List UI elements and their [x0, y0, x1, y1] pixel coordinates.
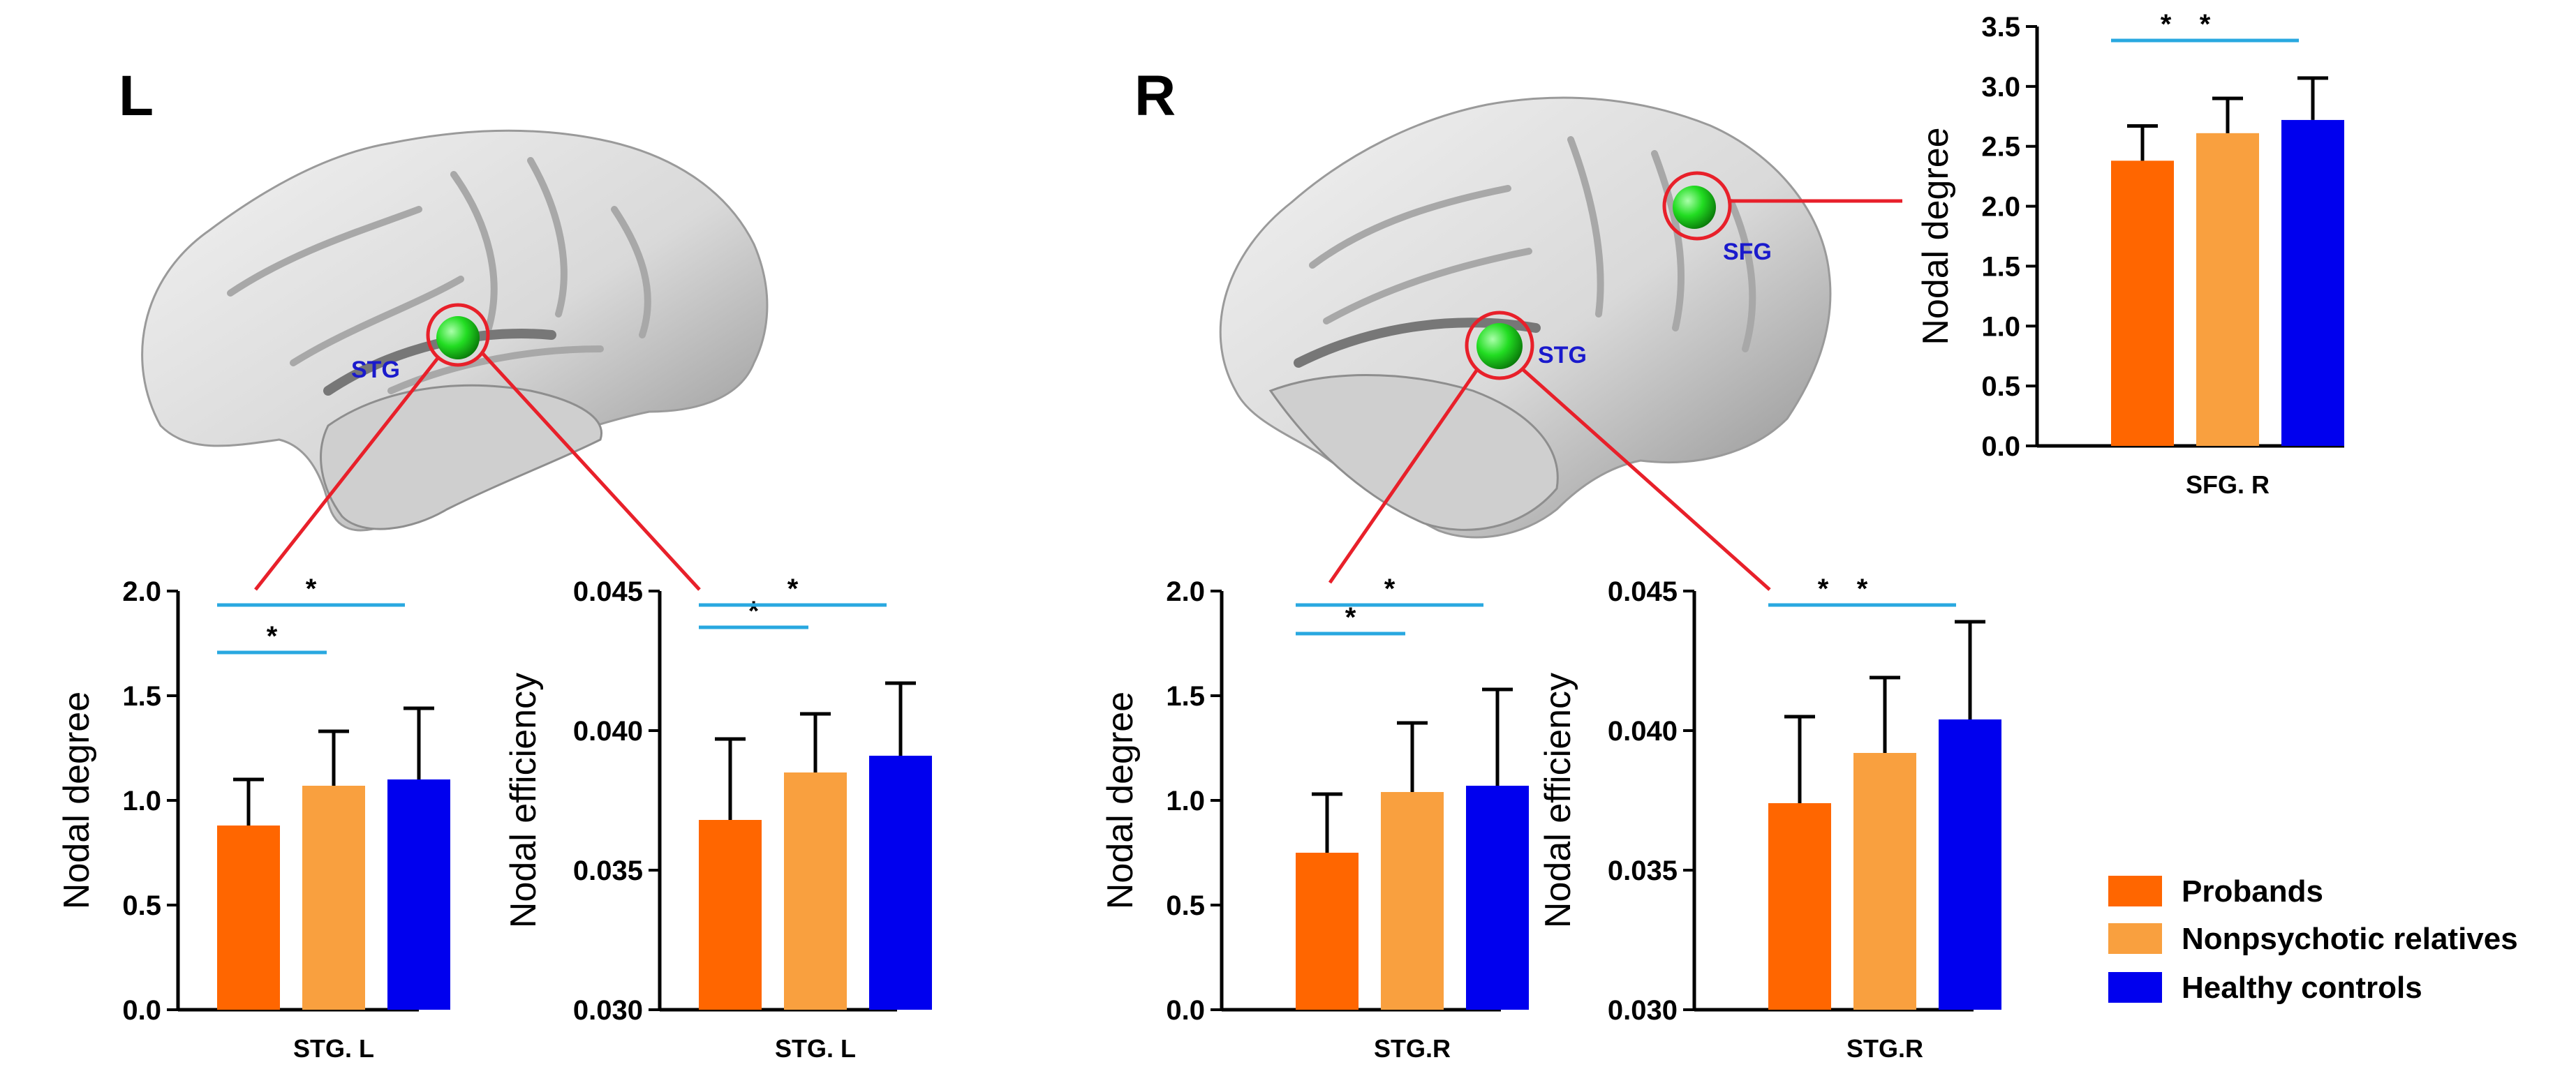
- y-tick-label: 1.0: [122, 786, 161, 816]
- bar-healthy-controls: [387, 779, 450, 1010]
- connector-lines: [254, 199, 1902, 591]
- bar-probands: [217, 826, 280, 1010]
- left-brain-temporal-lobe: [320, 384, 602, 530]
- bar-probands: [1296, 853, 1359, 1010]
- significance-marker: *: [1857, 574, 1868, 604]
- right-brain-sulci: [1309, 136, 1756, 352]
- significance-marker: *: [1818, 574, 1829, 604]
- y-axis-label: Nodal degree: [1916, 127, 1956, 345]
- x-axis-label: STG.R: [1374, 1034, 1451, 1063]
- y-tick-label: 0.040: [573, 716, 643, 747]
- y-tick-label: 3.0: [1981, 72, 2020, 103]
- bar-nonpsychotic-relatives: [1853, 753, 1916, 1010]
- y-tick-label: 0.5: [122, 890, 161, 921]
- right-sfg-sphere: [1673, 186, 1716, 229]
- x-axis-label: STG. L: [775, 1034, 856, 1063]
- y-axis-label: Nodal efficiency: [503, 673, 544, 928]
- bar-nonpsychotic-relatives: [302, 786, 365, 1010]
- right-brain: [1219, 96, 1832, 539]
- left-stg-highlight-ring: [426, 303, 490, 367]
- y-tick-label: 2.0: [122, 576, 161, 607]
- y-tick-label: 1.5: [122, 681, 161, 712]
- x-axis-label: SFG. R: [2186, 470, 2270, 499]
- y-tick-label: 0.030: [573, 995, 643, 1026]
- significance-marker: *: [1384, 574, 1396, 604]
- significance-marker: *: [2161, 9, 2172, 40]
- connector-left-stg-efficiency: [480, 351, 701, 591]
- significance-marker: *: [306, 574, 317, 604]
- y-tick-label: 0.030: [1608, 995, 1678, 1026]
- legend-swatch-relatives: [2108, 923, 2162, 954]
- right-stg-label: STG: [1538, 342, 1587, 368]
- y-tick-label: 2.0: [1981, 192, 2020, 223]
- connector-left-stg-degree: [254, 356, 440, 591]
- right-sfg-label: SFG: [1723, 239, 1772, 265]
- y-tick-label: 0.0: [1166, 995, 1205, 1026]
- significance-marker: *: [1345, 602, 1356, 633]
- y-axis-label: Nodal degree: [57, 692, 97, 909]
- legend: Probands Nonpsychotic relatives Healthy …: [2108, 874, 2518, 1005]
- left-stg-node: [426, 303, 490, 367]
- bar-probands: [2111, 160, 2174, 446]
- legend-swatch-healthy: [2108, 972, 2162, 1003]
- chart-right-sfg-degree: 0.0 0.5 1.0 1.5 2.0 2.5 3.0 3.5 Nodal degree SFG.…: [1916, 9, 2344, 499]
- bar-nonpsychotic-relatives: [2196, 133, 2259, 446]
- y-tick-label: 0.0: [122, 995, 161, 1026]
- y-tick-label: 0.040: [1608, 716, 1678, 747]
- bar-healthy-controls: [2281, 119, 2344, 447]
- panel-label-right: R: [1134, 64, 1176, 128]
- y-tick-label: 0.5: [1981, 371, 2020, 402]
- right-sfg-node: [1662, 171, 1732, 241]
- y-tick-label: 0.045: [573, 576, 643, 607]
- y-tick-label: 0.0: [1981, 431, 2020, 462]
- right-sfg-highlight-ring: [1662, 171, 1732, 241]
- left-brain-sylvian-fissure: [323, 329, 556, 396]
- significance-marker: *: [787, 574, 799, 604]
- bar-healthy-controls: [1466, 786, 1529, 1010]
- bar-probands: [699, 820, 762, 1010]
- y-tick-label: 0.045: [1608, 576, 1678, 607]
- left-brain-sulci: [227, 157, 651, 394]
- right-stg-sphere: [1476, 323, 1523, 369]
- connector-right-stg-efficiency: [1522, 368, 1771, 591]
- connector-right-stg-degree: [1328, 369, 1479, 584]
- panel-label-left: L: [119, 64, 154, 128]
- chart-left-efficiency: 0.030 0.035 0.040 0.045 Nodal efficiency STG.…: [503, 574, 932, 1063]
- y-tick-label: 2.0: [1166, 576, 1205, 607]
- y-tick-label: 1.0: [1981, 311, 2020, 342]
- legend-label-relatives: Nonpsychotic relatives: [2182, 922, 2518, 956]
- bar-healthy-controls: [869, 756, 932, 1010]
- y-tick-label: 1.5: [1166, 681, 1205, 712]
- y-tick-label: 0.035: [573, 856, 643, 886]
- y-tick-label: 0.5: [1166, 890, 1205, 921]
- chart-left-degree: 0.0 0.5 1.0 1.5 2.0 Nodal degree STG. L * *: [57, 574, 450, 1063]
- left-stg-label: STG: [351, 357, 400, 383]
- y-axis-label: Nodal degree: [1100, 692, 1141, 909]
- x-axis-label: STG. L: [293, 1034, 374, 1063]
- y-axis-label: Nodal efficiency: [1538, 673, 1578, 928]
- chart-right-degree: 0.0 0.5 1.0 1.5 2.0 Nodal degree STG.R * *: [1100, 574, 1529, 1063]
- significance-marker: *: [2200, 9, 2211, 40]
- y-tick-label: 0.035: [1608, 856, 1678, 886]
- bar-nonpsychotic-relatives: [1381, 792, 1444, 1010]
- significance-marker: *: [267, 621, 278, 652]
- significance-marker: *: [748, 596, 760, 627]
- y-tick-label: 1.0: [1166, 786, 1205, 816]
- chart-right-efficiency: 0.030 0.035 0.040 0.045 Nodal efficiency STG.…: [1538, 574, 2001, 1063]
- legend-label-probands: Probands: [2182, 874, 2323, 909]
- y-tick-label: 3.5: [1981, 12, 2020, 43]
- bar-probands: [1768, 803, 1831, 1010]
- left-stg-sphere: [436, 316, 480, 359]
- legend-swatch-probands: [2108, 876, 2162, 906]
- right-stg-node: [1465, 311, 1534, 380]
- y-tick-label: 1.5: [1981, 251, 2020, 282]
- right-brain-temporal-lobe: [1268, 374, 1559, 531]
- x-axis-label: STG.R: [1846, 1034, 1923, 1063]
- legend-label-healthy: Healthy controls: [2182, 971, 2422, 1005]
- y-tick-label: 2.5: [1981, 132, 2020, 163]
- right-stg-highlight-ring: [1465, 311, 1534, 380]
- bar-healthy-controls: [1939, 719, 2001, 1010]
- bar-nonpsychotic-relatives: [784, 772, 847, 1010]
